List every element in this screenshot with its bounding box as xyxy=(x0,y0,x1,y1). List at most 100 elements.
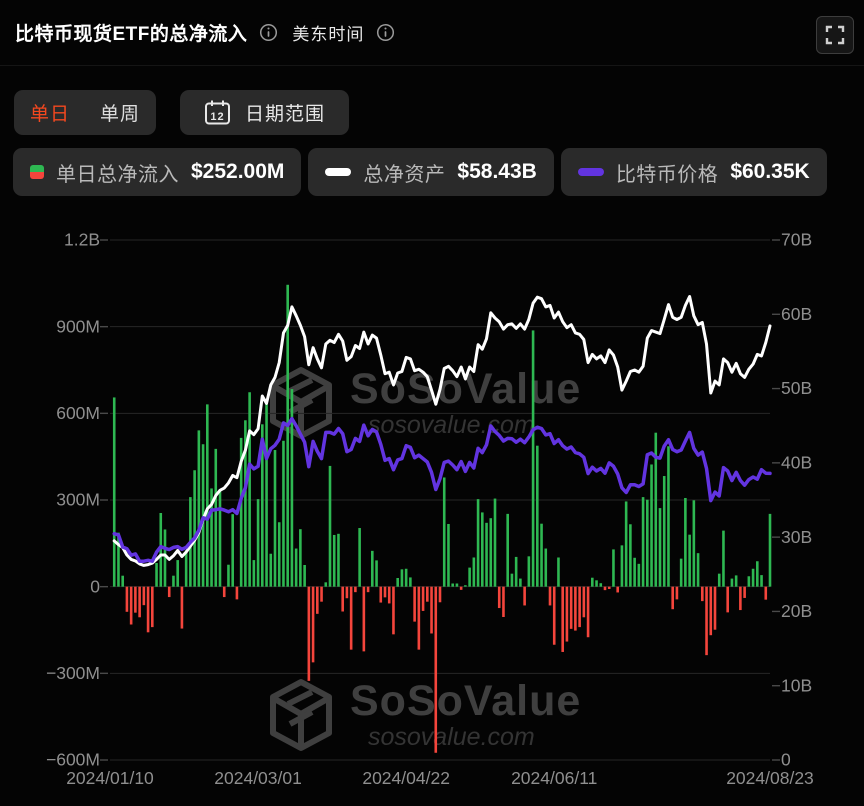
outflow-bar xyxy=(552,586,556,645)
inflow-bar xyxy=(544,548,548,587)
inflow-bar xyxy=(595,580,598,587)
inflow-bar xyxy=(197,430,201,587)
outflow-bar xyxy=(582,586,586,618)
date-range-button[interactable]: 12 日期范围 xyxy=(180,90,350,135)
outflow-bar xyxy=(434,586,438,753)
outflow-bar xyxy=(607,586,611,589)
inflow-bar xyxy=(299,529,302,587)
inflow-bar xyxy=(730,578,734,587)
inflow-bar xyxy=(489,518,493,587)
inflow-bar xyxy=(481,512,484,587)
outflow-bar xyxy=(151,586,154,628)
inflow-bar xyxy=(172,575,175,587)
inflow-bar xyxy=(472,557,476,587)
outflow-bar xyxy=(167,586,171,598)
fullscreen-button[interactable] xyxy=(816,16,854,54)
inflow-bar xyxy=(756,561,759,587)
inflow-bar xyxy=(442,477,446,587)
outflow-bar xyxy=(586,586,590,638)
inflow-bar xyxy=(282,440,285,587)
legend-item-total-net-assets[interactable]: 总净资产 $58.43B xyxy=(308,148,554,196)
inflow-bar xyxy=(206,404,209,587)
outflow-bar xyxy=(392,586,395,635)
outflow-bar xyxy=(548,586,552,606)
outflow-bar xyxy=(709,586,713,636)
outflow-bar xyxy=(713,586,717,630)
outflow-bar xyxy=(379,586,383,603)
legend-item-daily-netflow[interactable]: 单日总净流入 $252.00M xyxy=(13,148,302,196)
outflow-bar xyxy=(341,586,344,612)
outflow-bar xyxy=(569,586,573,629)
outflow-bar xyxy=(142,586,146,606)
inflow-bar xyxy=(396,578,399,587)
outflow-bar xyxy=(316,586,319,614)
outflow-bar xyxy=(421,586,425,611)
inflow-bar xyxy=(337,533,340,587)
purple-dash-swatch-icon xyxy=(577,168,604,176)
inflow-bar xyxy=(734,575,738,587)
inflow-bar xyxy=(514,556,518,587)
legend-item-btc-price[interactable]: 比特币价格 $60.35K xyxy=(560,148,827,196)
inflow-bar xyxy=(447,523,450,587)
inflow-bar xyxy=(117,532,120,587)
inflow-bar xyxy=(519,578,522,587)
outflow-bar xyxy=(616,586,619,593)
x-axis-tick-label: 2024/04/22 xyxy=(362,768,450,788)
inflow-bar xyxy=(231,514,234,587)
left-axis-tick-label: 1.2B xyxy=(64,230,100,250)
inflow-bar xyxy=(696,553,700,587)
outflow-bar xyxy=(743,586,746,598)
inflow-bar xyxy=(591,577,594,587)
left-axis-tick-label: 900M xyxy=(56,316,100,336)
timezone-label: 美东时间 xyxy=(292,25,365,44)
legend-value: $252.00M xyxy=(191,160,285,183)
outflow-bar xyxy=(138,586,141,618)
inflow-bar xyxy=(722,530,725,587)
left-axis-tick-label: −600M xyxy=(46,750,100,770)
inflow-bar xyxy=(265,399,268,587)
inflow-bar xyxy=(629,524,632,587)
inflow-bar xyxy=(303,565,306,587)
right-axis-tick-label: 0 xyxy=(781,750,791,770)
outflow-bar xyxy=(349,586,353,650)
chart-area[interactable]: SoSoValue sosovalue.com SoSoValue sosova… xyxy=(0,206,864,806)
inflow-bar xyxy=(654,432,658,587)
tab-daily[interactable]: 单日 xyxy=(30,99,70,126)
inflow-bar xyxy=(371,550,374,587)
inflow-bar xyxy=(328,465,332,587)
outflow-bar xyxy=(565,586,569,642)
inflow-bar xyxy=(468,567,471,587)
legend-label: 总净资产 xyxy=(363,163,446,186)
inflow-bar xyxy=(662,476,666,587)
inflow-bar xyxy=(679,558,683,587)
inflow-bar xyxy=(692,500,696,587)
inflow-bar xyxy=(404,568,408,587)
inflow-bar xyxy=(286,284,289,587)
outflow-bar xyxy=(134,586,137,613)
outflow-bar xyxy=(129,586,133,625)
outflow-bar xyxy=(705,586,708,656)
inflow-bar xyxy=(747,576,751,587)
inflow-bar xyxy=(324,582,328,587)
outflow-bar xyxy=(671,586,674,610)
x-axis-tick-label: 2024/03/01 xyxy=(214,768,302,788)
inflow-bar xyxy=(248,392,251,587)
inflow-bar xyxy=(273,450,277,587)
inflow-bar xyxy=(646,499,649,587)
toolbar: 单日 单周 12 日期范围 xyxy=(14,90,350,135)
title-info-icon[interactable] xyxy=(259,23,278,42)
etf-netflow-chart[interactable]: 1.2B 900M 600M 300M 0 −300M −600M 70B 60B 50B 40B 3… xyxy=(0,206,864,806)
timezone-info-icon[interactable] xyxy=(376,23,395,42)
inflow-bar xyxy=(485,522,488,587)
inflow-bar xyxy=(667,446,670,587)
inflow-bar xyxy=(506,513,509,587)
outflow-bar xyxy=(320,586,323,602)
inflow-bar xyxy=(159,513,163,587)
legend: 单日总净流入 $252.00M 总净资产 $58.43B 比特币价格 $60.3… xyxy=(13,148,827,196)
inflow-bar xyxy=(261,424,264,587)
outflow-bar xyxy=(726,586,729,613)
inflow-bar xyxy=(684,497,687,587)
tab-weekly[interactable]: 单周 xyxy=(100,99,140,126)
inflow-bar xyxy=(540,523,543,587)
right-axis-tick-label: 10B xyxy=(781,675,812,695)
